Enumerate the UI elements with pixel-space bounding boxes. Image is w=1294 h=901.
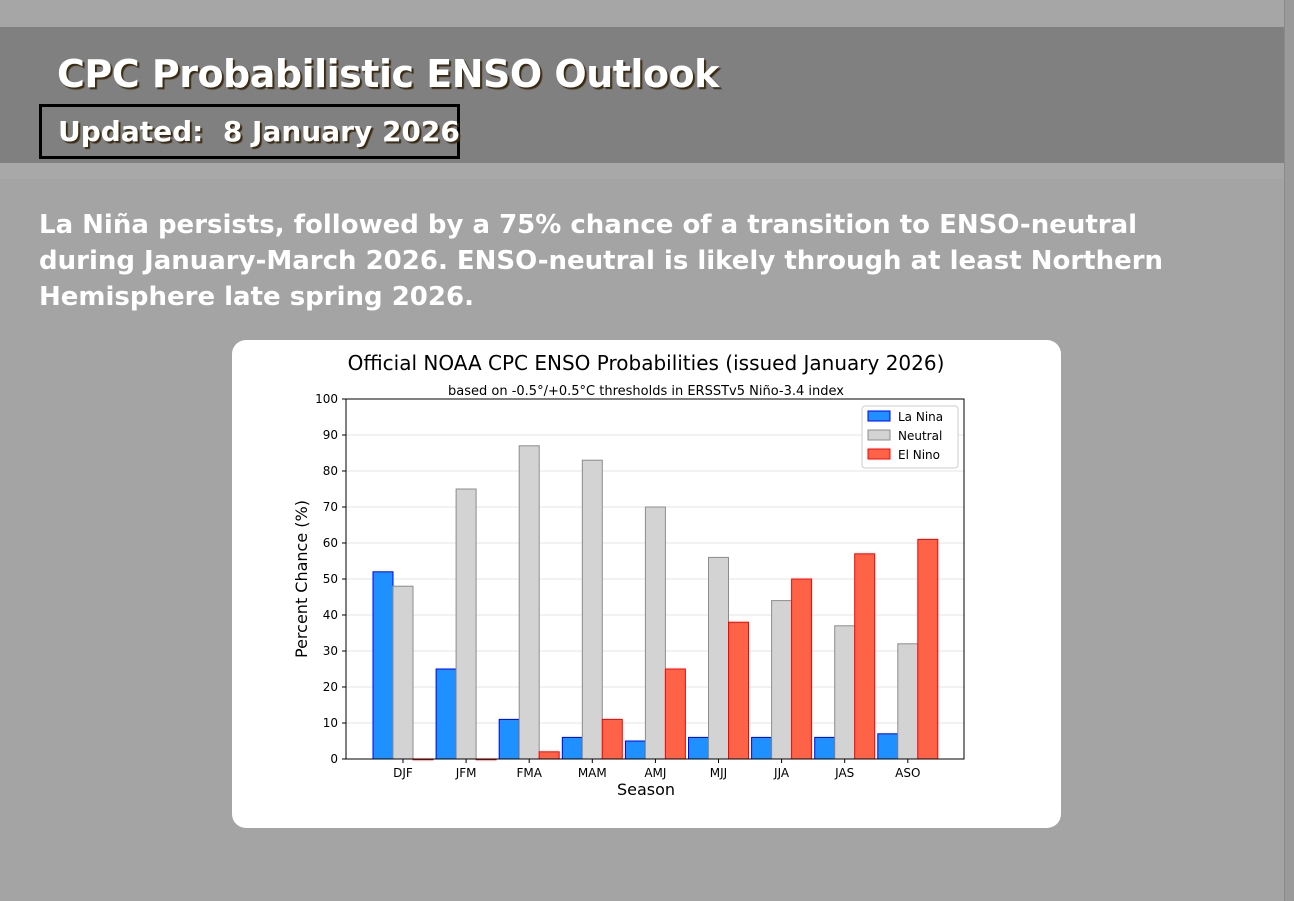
bar-la-nina — [561, 736, 583, 760]
y-tick-label: 80 — [323, 464, 338, 478]
y-tick-label: 90 — [323, 428, 338, 442]
bar-neutral — [581, 459, 603, 760]
x-tick-label: MAM — [578, 766, 607, 780]
x-tick-label: MJJ — [710, 766, 727, 780]
bar-la-nina — [877, 733, 899, 760]
y-tick-label: 0 — [330, 752, 338, 766]
bar-la-nina — [435, 668, 457, 760]
bar-el-nino — [664, 668, 686, 760]
y-tick-label: 60 — [323, 536, 338, 550]
legend: La Nina Neutral El Nino — [861, 405, 959, 469]
bar-el-nino — [917, 538, 939, 760]
plot-frame — [345, 398, 965, 760]
bar-neutral — [518, 445, 540, 760]
legend-label: Neutral — [898, 429, 942, 443]
x-tick-label: AMJ — [644, 766, 666, 780]
top-strip — [0, 0, 1294, 27]
enso-probability-chart: Official NOAA CPC ENSO Probabilities (is… — [292, 351, 965, 799]
x-axis-label: Season — [617, 780, 675, 799]
bar-neutral — [455, 488, 477, 760]
legend-swatch — [867, 448, 891, 460]
header-band — [0, 27, 1294, 163]
bar-la-nina — [751, 736, 773, 760]
bar-neutral — [834, 625, 856, 760]
bar-neutral — [771, 600, 793, 760]
x-tick-label: JJA — [773, 766, 790, 780]
bar-la-nina — [624, 740, 646, 760]
y-tick-label: 10 — [323, 716, 338, 730]
bar-el-nino — [728, 621, 749, 760]
bar-neutral — [708, 556, 729, 760]
legend-swatch — [867, 429, 891, 441]
bar-la-nina — [688, 736, 709, 760]
legend-label: La Nina — [898, 410, 943, 424]
bar-el-nino — [791, 578, 813, 760]
outlook-summary: La Niña persists, followed by a 75% chan… — [39, 210, 1164, 312]
x-tick-label: JAS — [834, 766, 854, 780]
x-tick-label: JFM — [455, 766, 477, 780]
bar-neutral — [644, 506, 666, 760]
chart-card: Official NOAA CPC ENSO Probabilities (is… — [232, 340, 1061, 828]
y-axis-label: Percent Chance (%) — [292, 500, 311, 658]
bar-la-nina — [498, 718, 520, 760]
bar-neutral — [897, 643, 919, 760]
y-tick-label: 30 — [323, 644, 338, 658]
chart-subtitle: based on -0.5°/+0.5°C thresholds in ERSS… — [448, 384, 844, 399]
x-tick-label: ASO — [895, 766, 920, 780]
bar-la-nina — [814, 736, 836, 760]
header-divider — [0, 163, 1294, 179]
bar-el-nino — [854, 553, 876, 760]
bar-el-nino — [601, 718, 623, 760]
x-tick-label: DJF — [393, 766, 413, 780]
x-tick-label: FMA — [516, 766, 542, 780]
bar-neutral — [392, 585, 414, 760]
y-tick-label: 70 — [323, 500, 338, 514]
y-tick-label: 50 — [323, 572, 338, 586]
bar-el-nino — [538, 751, 560, 760]
y-tick-label: 40 — [323, 608, 338, 622]
chart-title: Official NOAA CPC ENSO Probabilities (is… — [348, 351, 945, 375]
right-edge — [1284, 0, 1294, 901]
bar-la-nina — [372, 571, 394, 760]
updated-date: Updated: 8 January 2026 — [39, 104, 460, 159]
legend-label: El Nino — [898, 448, 940, 462]
y-tick-label: 20 — [323, 680, 338, 694]
page-title: CPC Probabilistic ENSO Outlook — [57, 52, 719, 96]
legend-swatch — [867, 410, 891, 422]
y-tick-label: 100 — [315, 392, 338, 406]
